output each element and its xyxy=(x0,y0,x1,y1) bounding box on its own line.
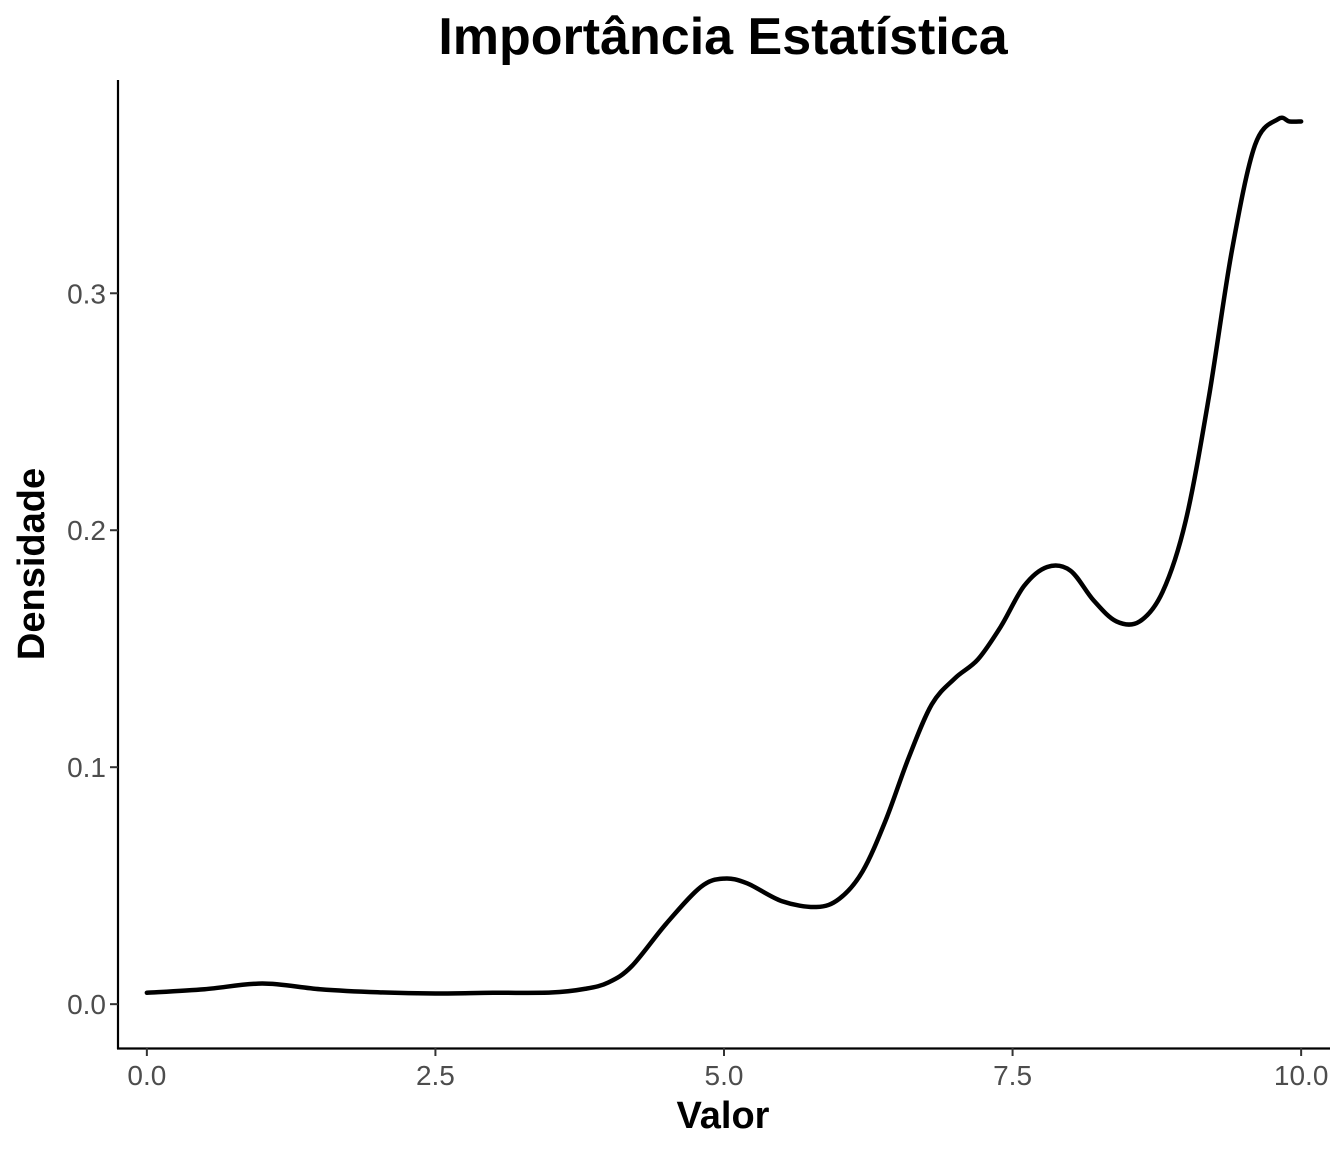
chart-title: Importância Estatística xyxy=(438,8,1008,66)
x-axis-title: Valor xyxy=(677,1095,770,1137)
y-tick-label: 0.0 xyxy=(67,989,106,1020)
y-tick-label: 0.3 xyxy=(67,278,106,309)
y-tick-label: 0.2 xyxy=(67,515,106,546)
x-tick-label: 5.0 xyxy=(705,1060,744,1091)
y-tick-label: 0.1 xyxy=(67,752,106,783)
y-axis-ticks: 0.0 0.1 0.2 0.3 xyxy=(67,278,118,1020)
x-tick-label: 2.5 xyxy=(416,1060,455,1091)
x-tick-label: 7.5 xyxy=(993,1060,1032,1091)
plot-area: 0.0 2.5 5.0 7.5 10.0 0.0 0.1 0.2 0.3 xyxy=(67,80,1330,1091)
y-axis-title: Densidade xyxy=(11,468,53,660)
density-line xyxy=(144,115,1304,996)
x-axis-ticks: 0.0 2.5 5.0 7.5 10.0 xyxy=(127,1048,1328,1091)
x-tick-label: 0.0 xyxy=(127,1060,166,1091)
x-tick-label: 10.0 xyxy=(1274,1060,1329,1091)
